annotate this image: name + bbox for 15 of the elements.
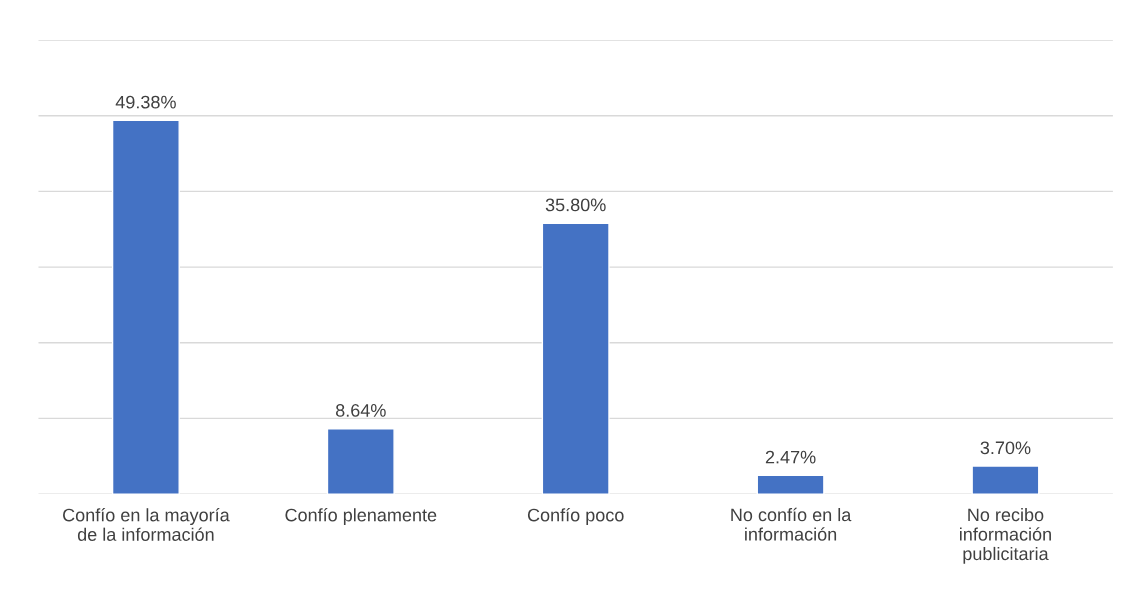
data-label: 3.70% [980, 441, 1031, 455]
bar [756, 474, 825, 495]
x-tick-label: Confío en la mayoría de la información [63, 507, 230, 541]
bar [971, 465, 1040, 495]
data-label: 8.64% [335, 404, 386, 417]
bar [541, 222, 610, 495]
x-tick-label: No confío en la información [731, 507, 852, 541]
x-tick-label: No recibo información publicitaria [960, 507, 1051, 564]
data-label: 49.38% [115, 95, 176, 109]
data-label: 2.47% [765, 450, 816, 464]
x-tick-label: Confío poco [527, 507, 624, 526]
data-label: 35.80% [545, 198, 606, 212]
x-tick-label: Confío plenamente [285, 507, 437, 526]
bar [326, 428, 395, 495]
bar [111, 119, 180, 495]
